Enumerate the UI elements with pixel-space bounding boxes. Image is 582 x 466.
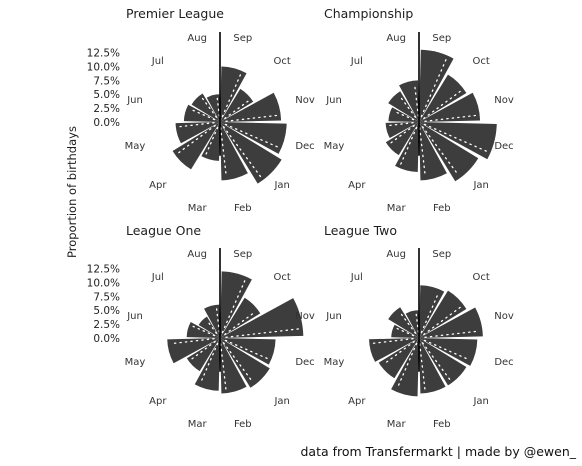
month-label-apr: Apr <box>149 180 167 191</box>
panel-title: Championship <box>324 6 413 21</box>
month-label-may: May <box>125 141 146 152</box>
radial-tick-label: 2.5% <box>93 103 120 115</box>
month-label-jun: Jun <box>126 311 143 322</box>
panel-1: Championship Sep Oct Nov Dec Jan Feb Mar Apr May J… <box>324 6 514 214</box>
panel-2: League One Sep Oct Nov Dec Jan Feb Mar Apr May Jun… <box>125 223 315 430</box>
month-label-dec: Dec <box>494 141 513 152</box>
month-label-feb: Feb <box>433 419 451 430</box>
month-label-oct: Oct <box>274 272 291 283</box>
panel-3: League Two Sep Oct Nov Dec Jan Feb Mar Apr May Jun… <box>324 223 514 430</box>
month-label-mar: Mar <box>188 203 208 214</box>
month-label-oct: Oct <box>473 56 490 67</box>
month-label-mar: Mar <box>387 203 407 214</box>
month-label-nov: Nov <box>295 311 315 322</box>
month-label-dec: Dec <box>295 357 314 368</box>
month-label-sep: Sep <box>432 33 451 44</box>
month-label-jun: Jun <box>325 95 342 106</box>
month-label-apr: Apr <box>348 180 366 191</box>
radial-tick-label: 0.0% <box>93 117 120 129</box>
radial-tick-label: 10.0% <box>87 61 120 73</box>
month-label-aug: Aug <box>386 33 406 44</box>
month-label-sep: Sep <box>233 249 252 260</box>
radial-tick-label: 0.0% <box>93 333 120 345</box>
month-label-may: May <box>324 357 345 368</box>
month-label-jan: Jan <box>472 396 488 407</box>
panel-title: League Two <box>324 223 397 238</box>
month-label-may: May <box>324 141 345 152</box>
panel-title: Premier League <box>126 6 224 21</box>
month-label-jun: Jun <box>126 95 143 106</box>
y-axis-title: Proportion of birthdays <box>65 126 79 258</box>
radial-tick-label: 12.5% <box>87 48 120 60</box>
month-label-dec: Dec <box>295 141 314 152</box>
month-label-mar: Mar <box>387 419 407 430</box>
month-label-aug: Aug <box>386 249 406 260</box>
panel-0: Premier League Sep Oct Nov Dec Jan Feb Mar Apr Ma… <box>125 6 315 214</box>
month-label-jan: Jan <box>273 180 289 191</box>
month-label-jan: Jan <box>273 396 289 407</box>
month-label-jul: Jul <box>350 272 363 283</box>
radial-tick-label: 7.5% <box>93 291 120 303</box>
month-label-apr: Apr <box>149 396 167 407</box>
radial-tick-label: 10.0% <box>87 277 120 289</box>
month-label-feb: Feb <box>433 203 451 214</box>
month-label-apr: Apr <box>348 396 366 407</box>
month-label-dec: Dec <box>494 357 513 368</box>
month-label-jul: Jul <box>151 56 164 67</box>
month-label-nov: Nov <box>295 95 315 106</box>
radial-tick-label: 12.5% <box>87 264 120 276</box>
month-label-may: May <box>125 357 146 368</box>
month-label-aug: Aug <box>187 249 207 260</box>
month-label-oct: Oct <box>274 56 291 67</box>
month-label-feb: Feb <box>234 203 252 214</box>
month-label-nov: Nov <box>494 95 514 106</box>
radial-axis: 12.5%10.0%7.5%5.0%2.5%0.0%12.5%10.0%7.5%… <box>87 48 120 345</box>
month-label-aug: Aug <box>187 33 207 44</box>
radial-tick-label: 2.5% <box>93 319 120 331</box>
month-label-nov: Nov <box>494 311 514 322</box>
month-label-mar: Mar <box>188 419 208 430</box>
month-label-feb: Feb <box>234 419 252 430</box>
radial-tick-label: 7.5% <box>93 75 120 87</box>
panels-group: Premier League Sep Oct Nov Dec Jan Feb Mar Apr Ma… <box>125 6 514 430</box>
month-label-sep: Sep <box>432 249 451 260</box>
month-label-oct: Oct <box>473 272 490 283</box>
month-label-sep: Sep <box>233 33 252 44</box>
month-label-jun: Jun <box>325 311 342 322</box>
source-caption: data from Transfermarkt | made by @ewen_ <box>300 444 576 459</box>
panel-title: League One <box>126 223 201 238</box>
month-label-jul: Jul <box>151 272 164 283</box>
month-label-jul: Jul <box>350 56 363 67</box>
month-label-jan: Jan <box>472 180 488 191</box>
radial-tick-label: 5.0% <box>93 89 120 101</box>
radial-tick-label: 5.0% <box>93 305 120 317</box>
